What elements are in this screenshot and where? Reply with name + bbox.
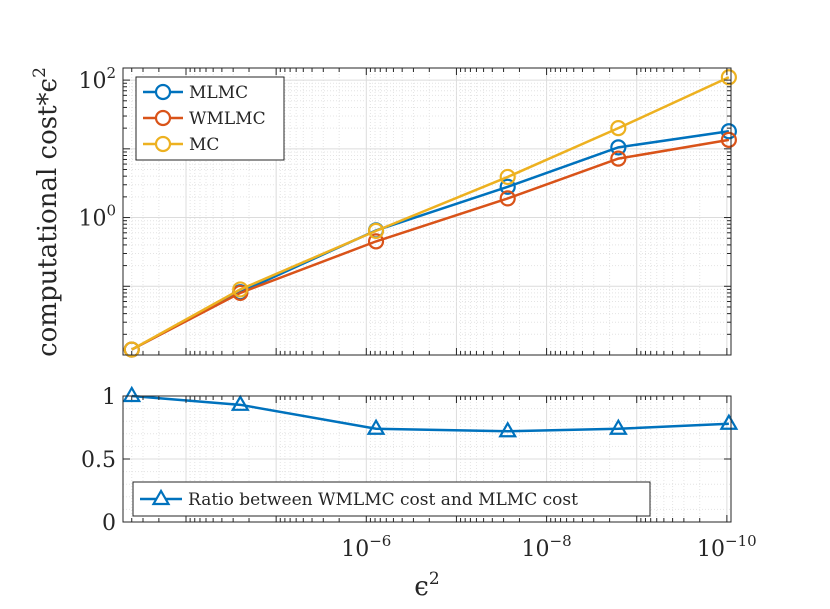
legend-label-mc: MC bbox=[189, 135, 219, 155]
legend-marker-ratio bbox=[151, 488, 171, 506]
data-point-wmlmc bbox=[367, 233, 385, 250]
y-axis-label-text: computational cost bbox=[33, 105, 63, 357]
ratio-marker bbox=[230, 394, 250, 411]
y-axis-label: computational cost*ϵ2 bbox=[30, 67, 63, 357]
ratio-marker bbox=[498, 421, 518, 438]
legend-marker-wmlmc bbox=[154, 109, 172, 127]
bottom-legend-box bbox=[132, 481, 651, 517]
data-point-mc bbox=[720, 69, 737, 86]
data-point-mc bbox=[499, 168, 516, 186]
data-point-mc bbox=[232, 281, 249, 298]
y-axis-label-suffix: *ϵ bbox=[33, 78, 63, 106]
ratio-marker bbox=[608, 418, 628, 435]
tick-exponent: −8 bbox=[550, 532, 572, 550]
bottom-series-lines bbox=[122, 385, 739, 438]
tick-mantissa: 10 bbox=[78, 207, 106, 232]
data-point-mlmc bbox=[720, 123, 737, 140]
data-point-mc bbox=[610, 120, 627, 137]
bottom-y-tick-label: 1 bbox=[102, 385, 116, 410]
x-axis-label: ϵ2 bbox=[414, 569, 439, 602]
legend-label-mlmc: MLMC bbox=[189, 83, 248, 103]
series-line-mc bbox=[131, 76, 730, 351]
top-y-tick-label: 102 bbox=[78, 64, 116, 94]
data-point-mc bbox=[367, 222, 385, 239]
tick-exponent: −10 bbox=[725, 532, 757, 550]
top-y-tick-label: 100 bbox=[78, 202, 116, 232]
data-point-wmlmc bbox=[499, 190, 516, 207]
x-axis-label-base: ϵ bbox=[414, 572, 429, 602]
data-point-mlmc bbox=[499, 178, 516, 195]
ratio-marker bbox=[719, 413, 739, 430]
tick-mantissa: 10 bbox=[522, 537, 550, 562]
data-point-mc bbox=[123, 341, 140, 358]
tick-mantissa: 10 bbox=[78, 69, 106, 94]
ratio-marker bbox=[122, 385, 142, 403]
legend-label-wmlmc: WMLMC bbox=[189, 109, 266, 129]
tick-exponent: 0 bbox=[106, 202, 116, 220]
series-line-wmlmc bbox=[131, 138, 730, 351]
tick-mantissa: 10 bbox=[697, 537, 725, 562]
y-axis-label-exponent: 2 bbox=[30, 67, 50, 78]
x-tick-label: 10−10 bbox=[697, 532, 757, 562]
ratio-marker bbox=[366, 418, 386, 435]
ratio-line bbox=[131, 394, 729, 433]
x-tick-label: 10−8 bbox=[522, 532, 572, 562]
bottom-y-tick-label: 0 bbox=[102, 511, 116, 536]
legend-marker-mc bbox=[154, 135, 172, 153]
top-series-lines bbox=[123, 69, 737, 358]
x-tick-label: 10−6 bbox=[341, 532, 391, 562]
legend-marker-mlmc bbox=[154, 83, 172, 101]
tick-exponent: 2 bbox=[106, 64, 116, 82]
axis-ticks bbox=[122, 68, 732, 523]
legend-label-ratio: Ratio between WMLMC cost and MLMC cost bbox=[188, 490, 578, 510]
legends: MLMC WMLMC MC Ratio between WMLMC cost and … bbox=[132, 76, 651, 517]
tick-exponent: −6 bbox=[369, 532, 391, 550]
data-point-mlmc bbox=[610, 139, 627, 156]
bottom-y-tick-label: 0.5 bbox=[81, 448, 116, 473]
top-axes-box bbox=[122, 67, 732, 356]
tick-mantissa: 10 bbox=[341, 537, 369, 562]
data-point-wmlmc bbox=[610, 150, 627, 167]
data-point-wmlmc bbox=[720, 131, 737, 148]
x-axis-label-exponent: 2 bbox=[429, 569, 440, 589]
